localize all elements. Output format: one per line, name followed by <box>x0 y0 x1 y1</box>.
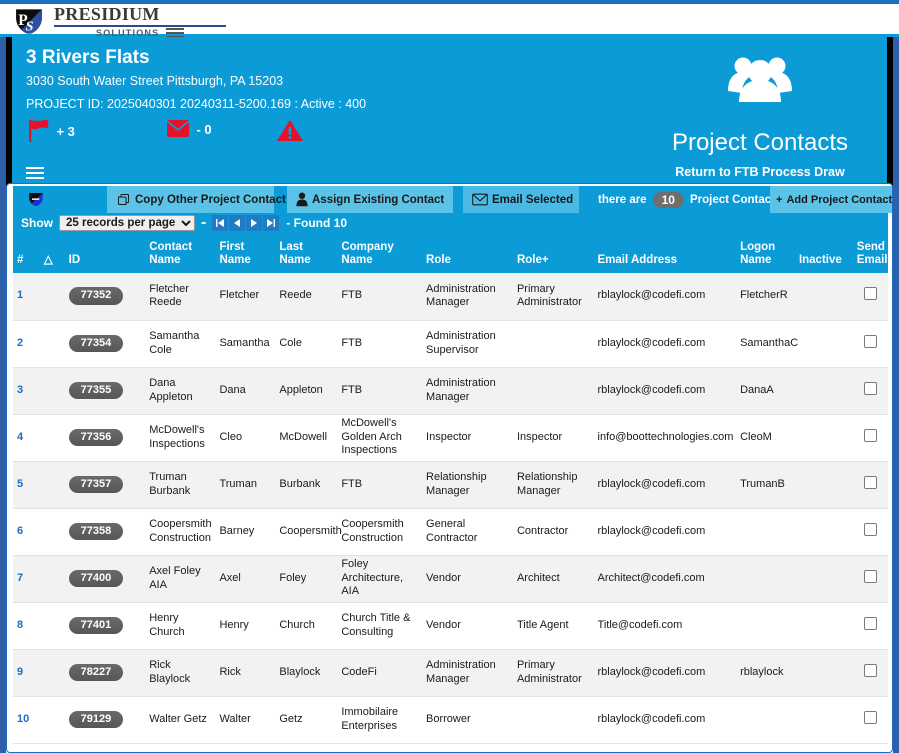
svg-text:S: S <box>26 18 34 34</box>
